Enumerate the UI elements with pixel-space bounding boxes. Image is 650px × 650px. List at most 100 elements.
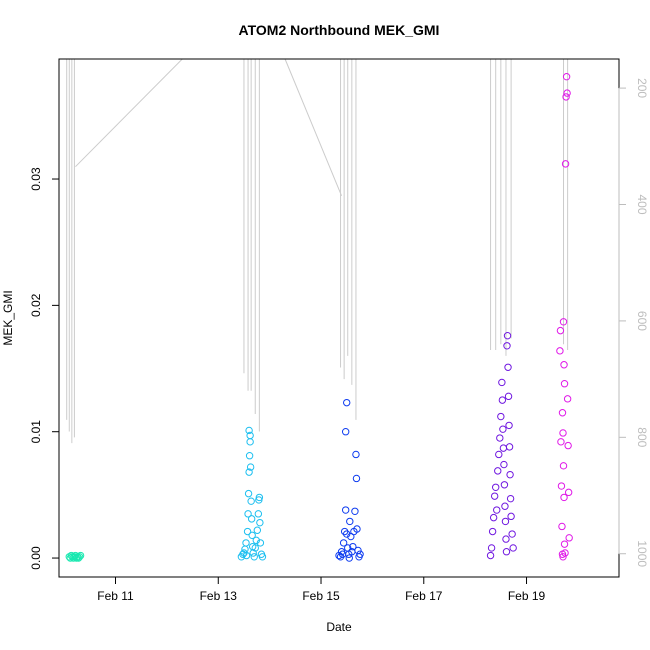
data-point [563, 395, 572, 403]
data-point [343, 530, 351, 538]
data-point [509, 544, 517, 552]
data-point [253, 526, 262, 534]
data-point [491, 483, 500, 491]
data-point [506, 494, 515, 503]
data-point [254, 510, 263, 518]
data-point [508, 530, 516, 538]
data-point [498, 378, 506, 387]
data-point [74, 554, 83, 562]
data-point [247, 515, 256, 523]
data-point [343, 398, 351, 407]
data-point [487, 544, 496, 552]
data-point [247, 497, 255, 505]
data-point [488, 527, 497, 536]
right-tick-label: 1000 [635, 540, 649, 567]
data-point [495, 450, 503, 459]
data-point [242, 539, 250, 547]
right-tick-label: 400 [635, 194, 649, 214]
data-point [336, 553, 345, 561]
data-point [341, 428, 350, 436]
x-tick-label: Feb 17 [405, 589, 443, 603]
data-point [489, 513, 498, 522]
x-tick-label: Feb 13 [200, 589, 238, 603]
data-point [557, 482, 566, 490]
data-point [349, 542, 357, 551]
data-point [493, 506, 501, 514]
data-point [564, 441, 572, 450]
y-tick-label: 0.02 [29, 293, 43, 317]
data-point [556, 347, 564, 355]
right-tick-label: 200 [635, 78, 649, 98]
data-point [507, 512, 515, 521]
data-point [240, 549, 248, 557]
data-point [556, 326, 565, 335]
data-point [504, 363, 512, 371]
data-point [497, 412, 505, 421]
data-point [562, 93, 570, 101]
profile-connector [75, 58, 183, 168]
data-point [239, 550, 247, 558]
x-axis-label: Date [326, 620, 352, 634]
right-tick-label: 600 [635, 311, 649, 331]
profile-lines [66, 58, 569, 444]
data-point [352, 474, 361, 483]
data-point [353, 525, 361, 533]
data-point [352, 450, 360, 459]
data-point [500, 481, 509, 489]
y-tick-label: 0.01 [29, 420, 43, 444]
data-point [506, 470, 514, 479]
data-point [505, 443, 514, 451]
data-point [561, 160, 570, 168]
data-point [242, 551, 251, 560]
data-point [559, 429, 567, 437]
data-point [564, 488, 573, 497]
data-point [494, 467, 502, 475]
data-point [256, 518, 264, 527]
data-point [245, 468, 253, 476]
data-point [560, 379, 569, 388]
data-point [76, 551, 85, 560]
data-point [75, 553, 84, 561]
data-point [256, 539, 265, 547]
data-point [339, 539, 348, 547]
data-point [486, 551, 495, 560]
data-point [249, 549, 257, 557]
data-point [496, 434, 504, 442]
data-point [351, 507, 359, 516]
right-axis: 200 400 600 800 1000 [618, 78, 649, 567]
data-point [562, 72, 571, 81]
data-point [258, 553, 267, 561]
data-point [244, 489, 253, 498]
data-point [500, 460, 508, 469]
data-point [558, 522, 566, 531]
data-point [505, 421, 513, 430]
x-axis: Feb 11 Feb 13 Feb 15 Feb 17 Feb 19 [97, 576, 546, 603]
chart-title: ATOM2 Northbound MEK_GMI [239, 22, 440, 38]
data-point [563, 89, 571, 97]
data-point [503, 342, 511, 350]
data-point [246, 431, 254, 440]
data-point [502, 548, 511, 556]
data-point [248, 531, 256, 540]
data-point [252, 536, 260, 545]
data-point [335, 551, 343, 560]
profile-connector [284, 58, 343, 196]
right-tick-label: 800 [635, 427, 649, 447]
data-point [340, 527, 349, 536]
data-point [559, 462, 568, 470]
data-point [501, 517, 510, 526]
data-point [560, 361, 568, 369]
data-point [250, 553, 258, 561]
data-point [559, 318, 568, 326]
data-point [245, 426, 253, 435]
data-point [561, 549, 569, 557]
y-axis-label: MEK_GMI [1, 290, 15, 345]
data-points [65, 72, 573, 562]
data-point [490, 492, 499, 500]
data-point [503, 331, 512, 340]
data-point [341, 506, 350, 514]
data-point [504, 392, 513, 401]
data-point [246, 463, 255, 471]
x-tick-label: Feb 15 [302, 589, 340, 603]
